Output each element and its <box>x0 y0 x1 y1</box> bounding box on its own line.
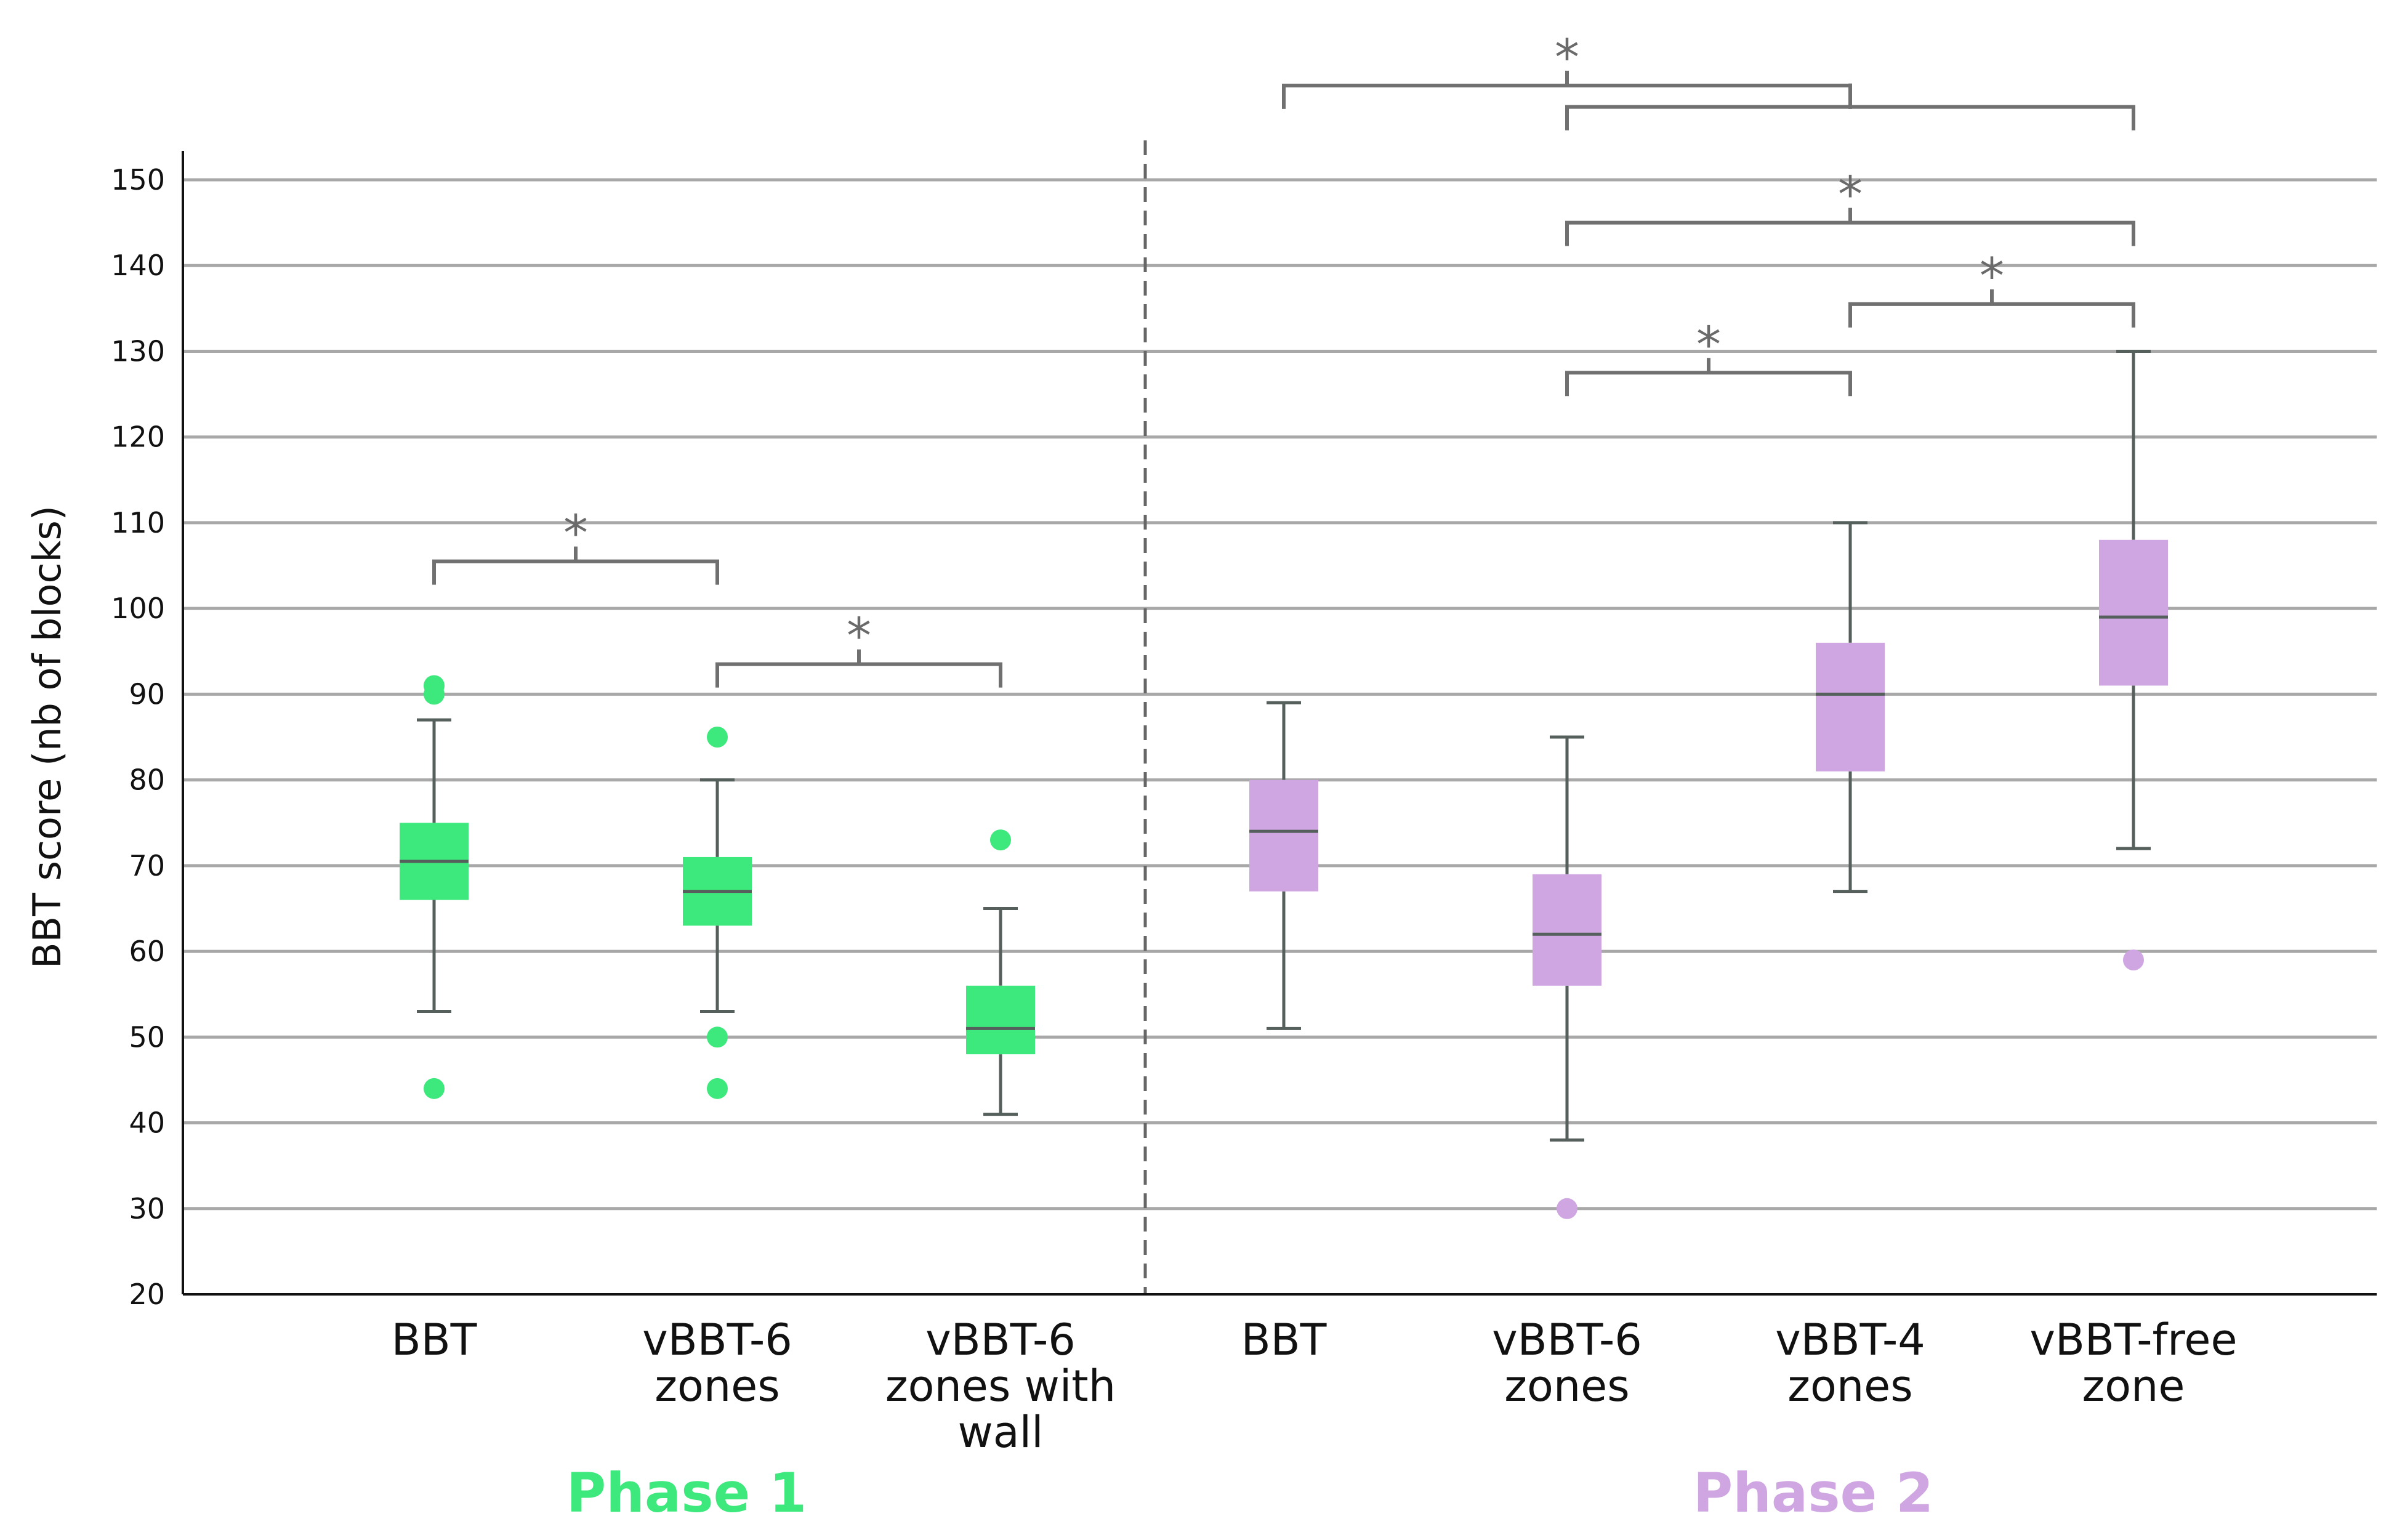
y-tick-label-30: 30 <box>129 1192 165 1225</box>
significance-star: * <box>1838 166 1863 224</box>
box-6 <box>2099 349 2168 970</box>
significance-bracket-0: * <box>432 505 719 585</box>
bracket-line <box>1565 371 1852 397</box>
bracket-line <box>1565 220 2135 246</box>
y-tick-label-70: 70 <box>129 849 165 882</box>
bracket-line <box>432 559 719 585</box>
bracket-line <box>715 662 1002 688</box>
significance-star: * <box>563 505 588 562</box>
category-label-2: vBBT-6 zones with wall <box>885 1315 1116 1457</box>
category-label-5: vBBT-4 zones <box>1775 1315 1925 1411</box>
bracket-line <box>1848 302 2135 328</box>
iqr-box <box>1533 874 1601 986</box>
category-label-line: zone <box>2082 1361 2185 1411</box>
y-tick-label-60: 60 <box>129 935 165 968</box>
category-label-3: BBT <box>1241 1315 1327 1365</box>
y-tick-label-20: 20 <box>129 1278 165 1311</box>
outlier-point <box>1557 1198 1577 1219</box>
phase-label-2: Phase 2 <box>1693 1461 1933 1525</box>
outlier-point <box>707 1078 728 1099</box>
category-label-0: BBT <box>392 1315 477 1365</box>
category-label-4: vBBT-6 zones <box>1492 1315 1642 1411</box>
category-label-line: zones <box>1787 1361 1912 1411</box>
y-tick-label-140: 140 <box>111 249 165 282</box>
significance-bracket-2: * <box>1565 316 1852 397</box>
y-tick-label-50: 50 <box>129 1020 165 1054</box>
gridlines <box>183 178 2377 1211</box>
box-5 <box>1816 521 1885 893</box>
category-label-line: wall <box>957 1407 1043 1457</box>
box-0 <box>400 675 469 1099</box>
y-tick-label-110: 110 <box>111 506 165 539</box>
significance-star: * <box>1980 248 2004 305</box>
box-series <box>400 349 2168 1219</box>
category-label-line: vBBT-6 <box>642 1315 792 1365</box>
category-label-line: zones <box>655 1361 780 1411</box>
iqr-box <box>1249 780 1318 892</box>
y-tick-labels: 20 30 40 50 60 70 80 90 100 110 120 130 140 150 <box>111 163 165 1311</box>
category-label-line: BBT <box>1241 1315 1327 1365</box>
category-label-line: zones <box>1504 1361 1629 1411</box>
significance-bracket-3: * <box>1848 248 2135 328</box>
y-axis-title: BBT score (nb of blocks) <box>25 506 70 969</box>
outlier-point <box>707 1026 728 1048</box>
box-2 <box>966 829 1035 1116</box>
category-label-line: vBBT-6 <box>1492 1315 1642 1365</box>
phase-labels: Phase 1 Phase 2 <box>566 1461 1933 1525</box>
significance-star: * <box>1696 316 1721 373</box>
outlier-point <box>707 727 728 748</box>
category-label-1: vBBT-6 zones <box>642 1315 792 1411</box>
outlier-point <box>424 1078 445 1099</box>
iqr-box <box>1816 642 1885 772</box>
y-tick-label-40: 40 <box>129 1107 165 1140</box>
y-tick-label-90: 90 <box>129 677 165 711</box>
significance-star: * <box>847 608 871 665</box>
axes <box>182 151 2377 1296</box>
category-label-line: vBBT-free <box>2029 1315 2237 1365</box>
significance-bracket-4: * <box>1565 166 2135 246</box>
y-tick-label-150: 150 <box>111 163 165 196</box>
box-4 <box>1533 735 1601 1219</box>
significance-star: * <box>1555 29 1579 86</box>
y-tick-label-100: 100 <box>111 592 165 625</box>
outlier-point <box>2123 949 2144 970</box>
outlier-point <box>424 675 445 696</box>
category-label-line: vBBT-4 <box>1775 1315 1925 1365</box>
y-tick-label-130: 130 <box>111 334 165 368</box>
category-label-line: zones with <box>885 1361 1116 1411</box>
significance-brackets: * * * * * * <box>432 29 2135 688</box>
box-3 <box>1249 701 1318 1030</box>
significance-bracket-6: * <box>1282 29 1852 109</box>
y-tick-label-120: 120 <box>111 421 165 454</box>
bracket-line <box>1565 105 2135 131</box>
box-1 <box>683 727 752 1099</box>
iqr-box <box>2099 539 2168 686</box>
y-tick-label-80: 80 <box>129 764 165 797</box>
iqr-box <box>966 985 1035 1055</box>
outlier-point <box>990 829 1011 851</box>
category-label-line: BBT <box>392 1315 477 1365</box>
category-label-line: vBBT-6 <box>925 1315 1076 1365</box>
significance-bracket-1: * <box>715 608 1002 688</box>
category-label-6: vBBT-free zone <box>2029 1315 2237 1411</box>
phase-label-1: Phase 1 <box>566 1461 807 1525</box>
